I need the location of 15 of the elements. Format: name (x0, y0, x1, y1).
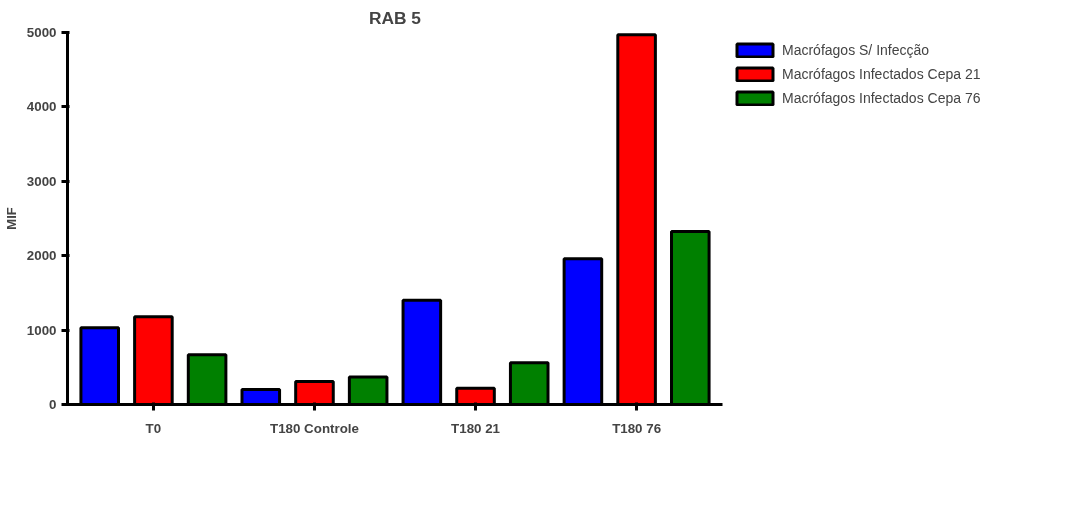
y-tick-label: 0 (49, 397, 57, 412)
y-tick-label: 5000 (26, 25, 57, 40)
x-tick-label: T180 76 (612, 420, 662, 436)
x-tick-label: T180 Controle (270, 420, 359, 436)
x-tick-label: T0 (145, 420, 162, 436)
y-axis-title: MIF (3, 207, 19, 230)
legend-label: Macrófagos Infectados Cepa 21 (782, 66, 981, 82)
chart-title: RAB 5 (369, 7, 422, 28)
y-tick-label: 4000 (26, 99, 57, 115)
y-tick-label: 3000 (26, 173, 57, 189)
y-tick-label: 1000 (26, 322, 57, 338)
y-tick-label: 2000 (26, 248, 57, 264)
x-tick-label: T180 21 (451, 420, 501, 436)
legend-label: Macrófagos S/ Infecção (782, 42, 930, 58)
legend-label: Macrófagos Infectados Cepa 76 (782, 90, 981, 106)
